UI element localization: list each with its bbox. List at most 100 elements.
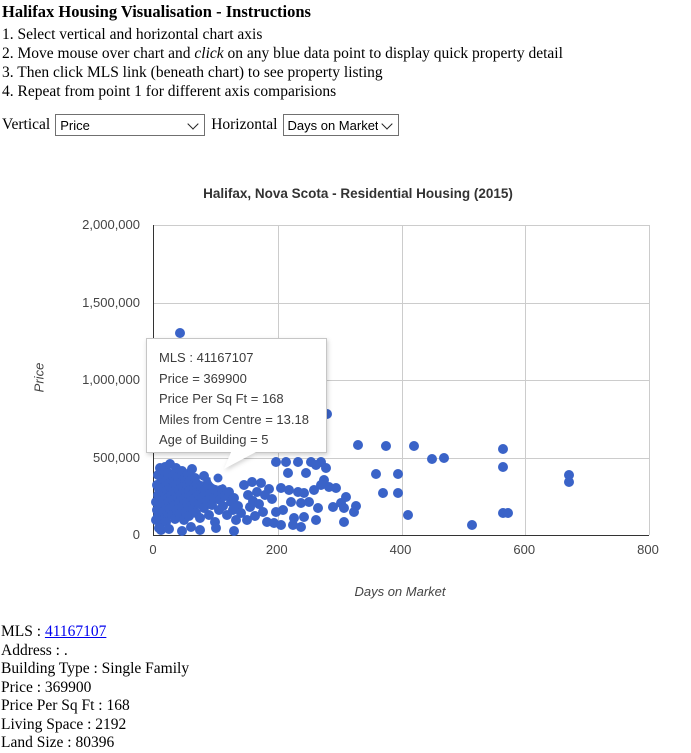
data-point[interactable] [438, 452, 449, 463]
data-point[interactable] [280, 456, 291, 467]
horizontal-axis-select[interactable]: Days on Market [282, 114, 399, 136]
data-point[interactable] [353, 440, 364, 451]
data-point[interactable] [190, 472, 201, 483]
data-point[interactable] [303, 496, 314, 507]
data-point[interactable] [563, 477, 574, 488]
data-point[interactable] [209, 492, 220, 503]
data-point[interactable] [159, 461, 170, 472]
data-point[interactable] [195, 524, 206, 535]
vertical-axis-select[interactable]: Price [55, 114, 206, 136]
data-point[interactable] [427, 454, 438, 465]
data-point[interactable] [285, 496, 296, 507]
data-point[interactable] [206, 499, 217, 510]
data-point[interactable] [295, 498, 306, 509]
data-point[interactable] [173, 471, 184, 482]
data-point[interactable] [330, 483, 341, 494]
data-point[interactable] [217, 483, 228, 494]
data-point[interactable] [241, 515, 252, 526]
data-point[interactable] [210, 516, 221, 527]
data-point[interactable] [467, 519, 478, 530]
data-point[interactable] [402, 510, 413, 520]
data-point[interactable] [218, 500, 229, 511]
data-point[interactable] [338, 503, 349, 514]
data-point[interactable] [327, 501, 338, 512]
data-point[interactable] [392, 487, 403, 498]
data-point[interactable] [264, 483, 275, 494]
data-point[interactable] [408, 441, 419, 452]
data-point[interactable] [340, 492, 351, 503]
data-point[interactable] [207, 481, 218, 492]
data-point[interactable] [187, 464, 198, 475]
data-point[interactable] [181, 480, 192, 491]
data-point[interactable] [256, 478, 267, 489]
data-point[interactable] [231, 514, 242, 525]
data-point[interactable] [178, 515, 189, 526]
data-point[interactable] [502, 507, 513, 518]
data-point[interactable] [193, 499, 204, 509]
data-point[interactable] [202, 476, 213, 487]
data-point[interactable] [184, 475, 195, 486]
data-point[interactable] [233, 501, 244, 512]
data-point[interactable] [563, 470, 574, 481]
data-point[interactable] [212, 487, 223, 498]
data-point[interactable] [225, 497, 236, 508]
data-point[interactable] [324, 481, 335, 492]
data-point[interactable] [377, 487, 388, 498]
data-point[interactable] [227, 505, 238, 516]
data-point[interactable] [266, 494, 277, 505]
data-point[interactable] [260, 490, 271, 501]
data-point[interactable] [165, 458, 176, 469]
data-point[interactable] [338, 516, 349, 527]
data-point[interactable] [275, 519, 286, 530]
data-point[interactable] [204, 509, 215, 520]
data-point[interactable] [277, 505, 288, 516]
data-point[interactable] [249, 511, 260, 522]
data-point[interactable] [164, 523, 175, 534]
data-point[interactable] [321, 463, 331, 474]
data-point[interactable] [270, 507, 281, 518]
data-point[interactable] [210, 523, 221, 534]
data-point[interactable] [167, 471, 178, 482]
data-point[interactable] [251, 486, 262, 497]
data-point[interactable] [195, 512, 206, 523]
data-point[interactable] [308, 485, 319, 496]
data-point[interactable] [257, 506, 268, 517]
data-point[interactable] [229, 492, 240, 503]
data-point[interactable] [213, 505, 224, 516]
data-point[interactable] [220, 491, 231, 502]
data-point[interactable] [198, 471, 209, 482]
data-point[interactable] [183, 468, 194, 479]
data-point[interactable] [295, 521, 306, 532]
data-point[interactable] [246, 477, 257, 488]
data-point[interactable] [183, 511, 194, 522]
data-point[interactable] [287, 519, 298, 530]
data-point[interactable] [283, 485, 294, 496]
data-point[interactable] [229, 525, 240, 536]
data-point[interactable] [186, 522, 197, 533]
data-point[interactable] [176, 526, 187, 537]
data-point[interactable] [292, 487, 303, 498]
data-point[interactable] [301, 468, 312, 478]
data-point[interactable] [269, 518, 280, 529]
data-point[interactable] [244, 502, 255, 513]
data-point[interactable] [222, 509, 232, 520]
data-point[interactable] [254, 499, 265, 509]
data-point[interactable] [370, 468, 381, 479]
data-point[interactable] [497, 461, 508, 472]
data-point[interactable] [293, 456, 304, 467]
data-point[interactable] [311, 459, 322, 470]
data-point[interactable] [174, 509, 185, 520]
data-point[interactable] [170, 463, 181, 474]
mls-link[interactable]: 41167107 [44, 623, 107, 640]
selected-data-point[interactable] [213, 473, 223, 483]
data-point[interactable] [319, 474, 330, 485]
data-point[interactable] [248, 495, 258, 506]
data-point[interactable] [350, 501, 361, 511]
data-point[interactable] [311, 514, 322, 525]
data-point[interactable] [161, 516, 172, 527]
data-point[interactable] [174, 328, 185, 339]
data-point[interactable] [316, 479, 327, 490]
data-point[interactable] [312, 503, 323, 514]
data-point[interactable] [176, 466, 187, 477]
data-point[interactable] [238, 480, 249, 491]
